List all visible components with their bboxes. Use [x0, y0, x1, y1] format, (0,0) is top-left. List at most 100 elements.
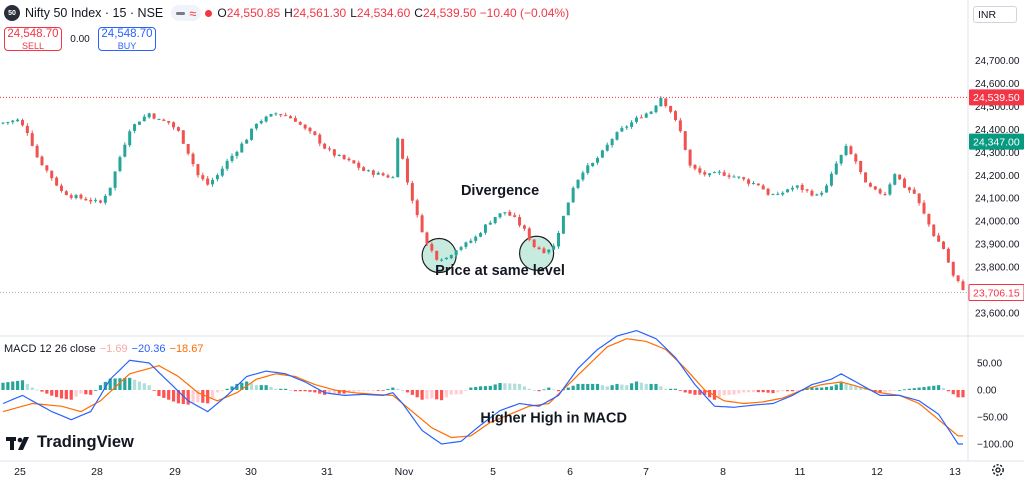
candle-body [873, 186, 877, 190]
candle-body [89, 199, 93, 202]
candle-body [527, 228, 531, 240]
macd-hist-bar [829, 386, 834, 390]
time-tick-label: 31 [321, 466, 333, 478]
candle-body [55, 177, 59, 186]
candle-body [444, 257, 448, 260]
macd-hist-bar [532, 390, 536, 391]
candle-body [839, 154, 843, 164]
macd-legend[interactable]: MACD 12 26 close −1.69 −20.36 −18.67 [4, 343, 207, 355]
macd-hist-bar [820, 387, 824, 390]
price-annotation-2: Price at same level [435, 263, 565, 279]
time-axis[interactable]: 25 28 29 30 31 Nov 5 6 7 8 11 12 13 [14, 466, 961, 478]
sell-button[interactable]: 24,548.70 SELL [4, 27, 62, 51]
candle-body [128, 131, 132, 146]
macd-hist-bar [225, 388, 229, 390]
candle-body [518, 217, 522, 226]
candle-body [391, 177, 395, 179]
candle-body [600, 150, 604, 158]
price-tick-label: 24,200.00 [975, 171, 1020, 182]
candle-body [708, 173, 712, 176]
candle-body [259, 121, 263, 124]
symbol-title[interactable]: Nifty 50 Index · 15 · NSE [25, 6, 164, 20]
buy-button[interactable]: 24,548.70 BUY [98, 27, 156, 51]
candle-body [732, 176, 736, 178]
macd-hist-bar [274, 388, 278, 390]
macd-hist-bar [951, 390, 955, 395]
candle-body [922, 202, 926, 214]
macd-hist-bar [254, 385, 259, 390]
macd-hist-bar [308, 390, 312, 392]
candle-body [274, 113, 278, 115]
candle-body [605, 144, 609, 151]
macd-hist-bar [84, 390, 88, 395]
macd-hist-bar [751, 390, 756, 393]
time-tick-label: 30 [245, 466, 257, 478]
macd-hist-bar [362, 390, 366, 391]
macd-hist-bar [581, 383, 585, 390]
candle-body [45, 165, 49, 171]
macd-hist-bar [298, 390, 302, 392]
macd-hist-bar [230, 386, 234, 390]
candle-body [961, 281, 965, 291]
macd-hist-bar [742, 390, 746, 393]
macd-axis[interactable]: 50.00 0.00 −50.00 −100.00 [977, 359, 1014, 451]
macd-hist-bar [30, 387, 34, 390]
candle-body [907, 187, 911, 191]
candle-body [698, 168, 702, 173]
tradingview-logo[interactable]: TradingView [6, 433, 134, 452]
macd-hist-bar [620, 384, 624, 390]
macd-hist-bar [605, 386, 609, 390]
gear-icon[interactable] [991, 463, 1005, 477]
price-tick-label: 23,800.00 [975, 262, 1020, 273]
macd-hist-bar [74, 390, 78, 397]
macd-hist-bar [722, 390, 726, 396]
macd-hist-bar [917, 387, 921, 390]
macd-hist-bar [210, 390, 215, 398]
macd-hist-bar [659, 386, 663, 390]
macd-hist-bar [586, 383, 590, 390]
candle-body [615, 132, 619, 140]
time-tick-label: 11 [795, 466, 806, 478]
macd-hist-bar [522, 386, 527, 390]
candle-body [751, 183, 755, 185]
candle-body [16, 119, 20, 122]
macd-hist-bar [688, 390, 692, 394]
macd-hist-bar [50, 390, 54, 396]
macd-hist-bar [396, 388, 400, 390]
macd-hist-bar [498, 382, 502, 390]
macd-hist-bar [444, 390, 449, 398]
candle-body [84, 198, 88, 201]
macd-hist-bar [824, 386, 829, 390]
candle-body [673, 111, 677, 120]
macd-hist-bar [132, 379, 137, 390]
macd-hist-bar [376, 390, 380, 391]
macd-hist-bar [16, 380, 20, 390]
chart-annotations: Divergence Price at same level Higher High… [435, 183, 627, 427]
market-status-pill[interactable]: ≈ [171, 5, 202, 21]
candle-body [630, 122, 634, 127]
candle-body [308, 127, 312, 132]
macd-hist-bar [459, 390, 463, 395]
spread-value: 0.00 [70, 33, 90, 45]
candle-body [206, 178, 210, 185]
candle-body [747, 179, 751, 184]
macd-hist-bar [600, 385, 604, 390]
candle-body [508, 211, 512, 216]
currency-selector[interactable]: INR [973, 6, 1017, 23]
macd-hist-bar [439, 390, 444, 401]
time-tick-label: 29 [169, 466, 181, 478]
candle-body [742, 177, 746, 180]
macd-hist-bar [542, 389, 546, 391]
macd-hist-bar [69, 390, 73, 400]
macd-hist-bar [318, 390, 322, 394]
price-label-box-2 [969, 133, 1024, 150]
symbol-badge[interactable]: 50 [4, 5, 20, 21]
candle-body [113, 171, 117, 188]
candle-body [932, 224, 936, 237]
candle-body [542, 248, 546, 253]
candle-body [464, 242, 468, 247]
candle-body [834, 163, 838, 175]
macd-hist-bar [123, 378, 127, 390]
